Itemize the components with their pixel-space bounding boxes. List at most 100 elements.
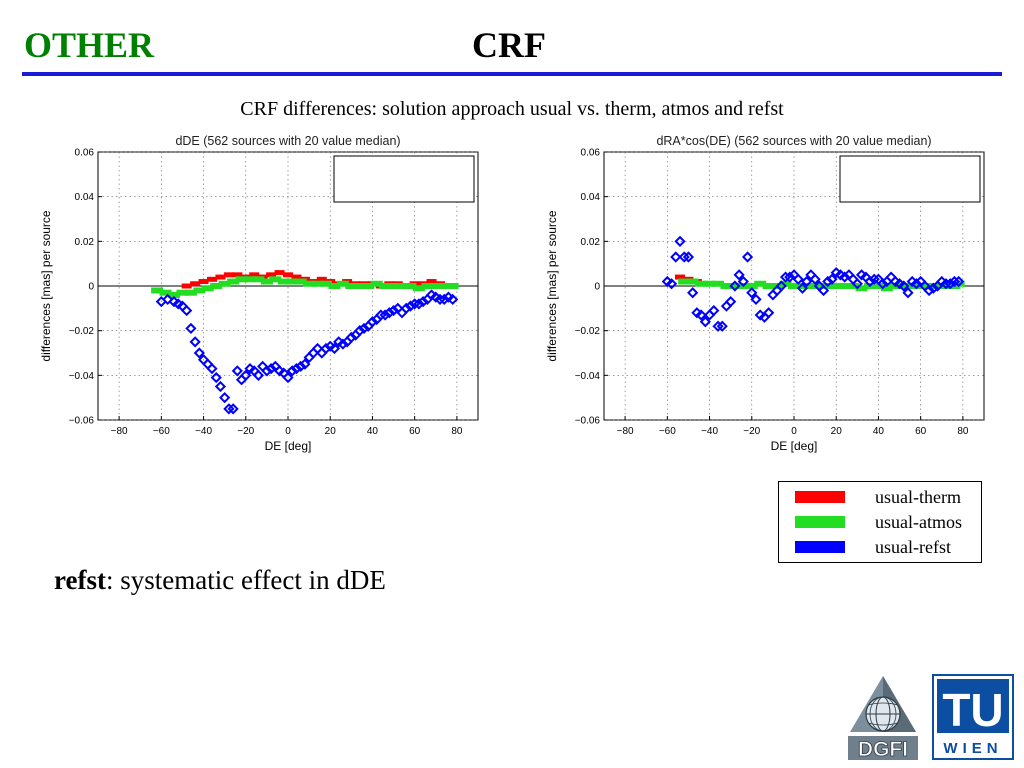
data-point <box>227 278 240 285</box>
data-point <box>274 270 285 276</box>
data-point <box>952 280 965 287</box>
inset-legend-box <box>839 155 981 203</box>
data-point <box>207 276 217 282</box>
tick-label-y: 0.06 <box>581 148 601 159</box>
data-point <box>185 322 197 335</box>
data-point <box>822 275 834 288</box>
data-point <box>838 283 851 289</box>
data-point <box>366 316 379 328</box>
data-point <box>725 296 737 308</box>
data-point <box>286 365 298 377</box>
data-point <box>813 283 826 289</box>
data-point <box>231 365 243 377</box>
data-point <box>210 371 222 384</box>
data-point <box>851 278 863 290</box>
data-point <box>252 276 265 283</box>
data-point <box>729 280 741 292</box>
x-axis-label: DE [deg] <box>771 439 818 453</box>
data-point <box>864 275 876 288</box>
data-point <box>294 278 307 285</box>
data-point <box>675 274 685 280</box>
data-point <box>240 369 252 381</box>
data-point <box>796 282 809 294</box>
data-point <box>817 284 830 297</box>
data-point <box>400 302 412 314</box>
data-point <box>383 307 395 319</box>
data-point <box>809 273 821 285</box>
data-point <box>353 283 366 289</box>
data-point <box>379 309 391 321</box>
tick-label-y: 0 <box>594 282 600 293</box>
data-point <box>826 273 838 285</box>
data-point <box>745 283 758 289</box>
data-point <box>269 276 282 283</box>
tick-label-y: −0.06 <box>575 416 601 427</box>
data-point <box>370 280 383 287</box>
tick-label-y: 0 <box>88 282 94 293</box>
data-point <box>215 274 226 280</box>
legend-swatch <box>795 491 845 503</box>
tick-label-y: −0.02 <box>69 326 95 337</box>
tick-label-x: −40 <box>195 426 212 437</box>
dgfi-logo: DGFI <box>848 676 918 760</box>
data-point <box>796 283 809 289</box>
data-point <box>855 285 868 292</box>
legend-label: usual-therm <box>875 487 961 507</box>
header-divider <box>22 72 1002 76</box>
dde-scatter-chart: dDE (562 sources with 20 value median) −8… <box>39 134 479 453</box>
data-point <box>151 287 164 294</box>
data-point <box>162 293 174 306</box>
data-point <box>404 300 417 312</box>
data-point <box>665 278 678 290</box>
tick-label-y: −0.04 <box>69 371 95 382</box>
tick-label-x: 40 <box>367 426 379 437</box>
x-axis-label: DE [deg] <box>265 439 312 453</box>
bottom-statement-rest: : systematic effect in dDE <box>105 565 386 595</box>
data-point <box>712 280 724 287</box>
data-point <box>277 278 290 285</box>
inset-legend-box <box>333 155 475 203</box>
tick-label-x: 20 <box>831 426 843 437</box>
data-point <box>923 284 935 297</box>
data-point <box>311 280 324 287</box>
data-point <box>176 289 189 296</box>
tick-label-x: −80 <box>617 426 634 437</box>
data-point <box>940 283 952 289</box>
data-point <box>763 307 775 319</box>
series-usual-atmos <box>151 276 459 298</box>
data-point <box>282 371 294 384</box>
data-point <box>880 285 893 292</box>
data-point <box>354 325 366 337</box>
data-point <box>198 279 209 285</box>
tick-label-y: −0.06 <box>69 416 95 427</box>
data-point <box>678 278 691 285</box>
data-point <box>682 251 695 263</box>
tick-label-x: −80 <box>111 426 128 437</box>
data-point <box>944 278 956 290</box>
data-point <box>927 282 939 294</box>
data-point <box>741 251 754 263</box>
header-left-title: OTHER <box>24 25 155 65</box>
data-point <box>847 283 860 289</box>
bottom-statement-bold: refst <box>54 565 106 595</box>
data-point <box>193 347 205 359</box>
tick-label-x: 20 <box>325 426 337 437</box>
data-point <box>244 276 256 283</box>
data-point <box>201 285 214 292</box>
dra-scatter-chart: dRA*cos(DE) (562 sources with 20 value m… <box>545 134 985 453</box>
data-point <box>839 271 851 283</box>
data-point <box>387 283 400 289</box>
bottom-statement: refst: systematic effect in dDE <box>54 562 386 598</box>
data-point <box>303 280 316 287</box>
data-point <box>762 283 775 289</box>
data-point <box>261 365 273 377</box>
data-point <box>218 280 231 287</box>
data-point <box>193 287 206 294</box>
legend-item-usual-therm: usual-therm <box>793 485 983 509</box>
data-point <box>291 274 302 280</box>
legend-swatch <box>795 516 845 528</box>
y-axis-label: differences [mas] per source <box>545 210 559 362</box>
data-point <box>872 283 885 289</box>
legend-label: usual-atmos <box>875 512 962 532</box>
data-point <box>387 304 400 317</box>
